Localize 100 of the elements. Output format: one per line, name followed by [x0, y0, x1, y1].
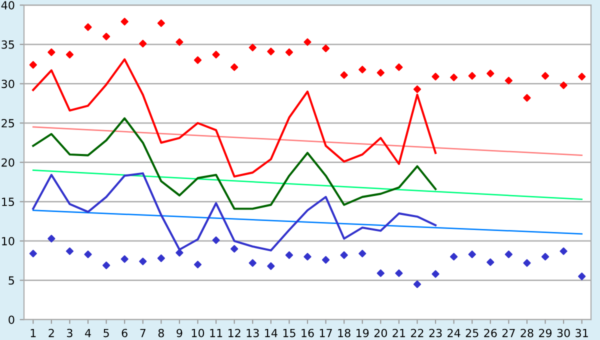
point — [29, 250, 37, 258]
point — [358, 66, 366, 74]
point — [304, 252, 312, 260]
x-tick-label: 2 — [48, 328, 54, 338]
point — [578, 72, 586, 80]
x-tick-label: 6 — [122, 328, 128, 338]
point — [139, 258, 147, 266]
x-tick-label: 1 — [30, 328, 36, 338]
line-series — [32, 117, 437, 210]
point — [212, 236, 220, 244]
point — [395, 269, 403, 278]
x-tick-label: 29 — [539, 328, 552, 338]
point — [84, 250, 92, 258]
x-tick-label: 11 — [210, 328, 222, 338]
point — [285, 48, 294, 56]
point — [432, 270, 440, 278]
point — [358, 250, 366, 258]
x-tick-label: 24 — [448, 328, 460, 338]
x-tick-label: 21 — [392, 328, 405, 338]
line-series — [32, 58, 437, 178]
point — [194, 260, 202, 268]
point — [248, 44, 256, 52]
x-tick-label: 14 — [265, 328, 278, 338]
x-tick-label: 5 — [104, 328, 109, 338]
point — [541, 72, 550, 80]
x-tick-label: 7 — [140, 328, 146, 338]
point — [541, 252, 550, 260]
x-tick-label: 27 — [502, 328, 515, 338]
x-tick-label: 18 — [338, 328, 350, 338]
x-tick-label: 20 — [374, 328, 387, 338]
point — [120, 18, 128, 26]
point — [340, 71, 348, 79]
point — [285, 251, 294, 259]
x-tick-label: 28 — [520, 328, 534, 338]
y-tick-label: 25 — [2, 119, 14, 128]
point — [322, 256, 330, 264]
x-tick-label: 26 — [484, 328, 497, 338]
point — [376, 68, 384, 77]
point — [157, 254, 165, 262]
x-tick-label: 16 — [302, 328, 314, 338]
point — [523, 259, 531, 267]
point — [212, 50, 220, 58]
point — [48, 234, 56, 242]
x-tick-label: 9 — [176, 328, 182, 338]
x-tick-label: 17 — [320, 328, 332, 338]
point — [267, 262, 275, 270]
point — [468, 250, 476, 258]
x-tick-label: 3 — [67, 328, 72, 338]
x-tick-label: 25 — [466, 328, 478, 338]
point — [376, 269, 384, 278]
y-tick-label: 20 — [2, 158, 14, 167]
point — [322, 44, 330, 52]
point — [66, 247, 74, 255]
point — [157, 19, 165, 27]
point — [176, 38, 184, 46]
point — [486, 70, 494, 78]
point — [450, 74, 458, 82]
point — [413, 280, 422, 288]
point — [523, 94, 531, 102]
point — [176, 248, 184, 257]
point — [504, 76, 512, 84]
point — [340, 251, 348, 259]
point — [267, 48, 275, 56]
point — [504, 250, 512, 258]
x-tick-label: 15 — [283, 328, 296, 338]
x-tick-label: 13 — [246, 328, 259, 338]
point — [66, 50, 74, 58]
point — [139, 40, 147, 48]
x-tick-label: 10 — [192, 328, 204, 338]
x-tick-label: 23 — [429, 328, 442, 338]
y-tick-label: 10 — [2, 236, 14, 246]
y-tick-label: 30 — [2, 80, 14, 88]
x-tick-label: 19 — [356, 328, 369, 338]
point — [578, 272, 586, 280]
point — [48, 48, 56, 56]
point — [230, 245, 238, 253]
x-tick-label: 12 — [228, 328, 240, 338]
point — [486, 258, 494, 266]
x-tick-label: 31 — [576, 328, 588, 338]
point — [413, 85, 422, 94]
x-tick-label: 30 — [557, 328, 570, 338]
y-tick-label: 15 — [2, 198, 14, 206]
point — [560, 81, 568, 90]
point — [102, 262, 110, 270]
x-tick-label: 22 — [410, 328, 424, 338]
point — [304, 38, 312, 46]
point — [450, 252, 458, 260]
point — [248, 259, 256, 267]
point — [432, 72, 440, 80]
point — [468, 72, 476, 80]
y-tick-label: 5 — [8, 276, 14, 285]
point — [84, 23, 92, 31]
point — [194, 56, 202, 64]
point — [29, 61, 37, 69]
y-tick-label: 40 — [1, 1, 14, 10]
point — [560, 247, 568, 255]
x-tick-label: 4 — [85, 328, 91, 338]
point — [395, 63, 403, 72]
y-tick-label: 35 — [2, 40, 14, 49]
point — [120, 255, 128, 263]
